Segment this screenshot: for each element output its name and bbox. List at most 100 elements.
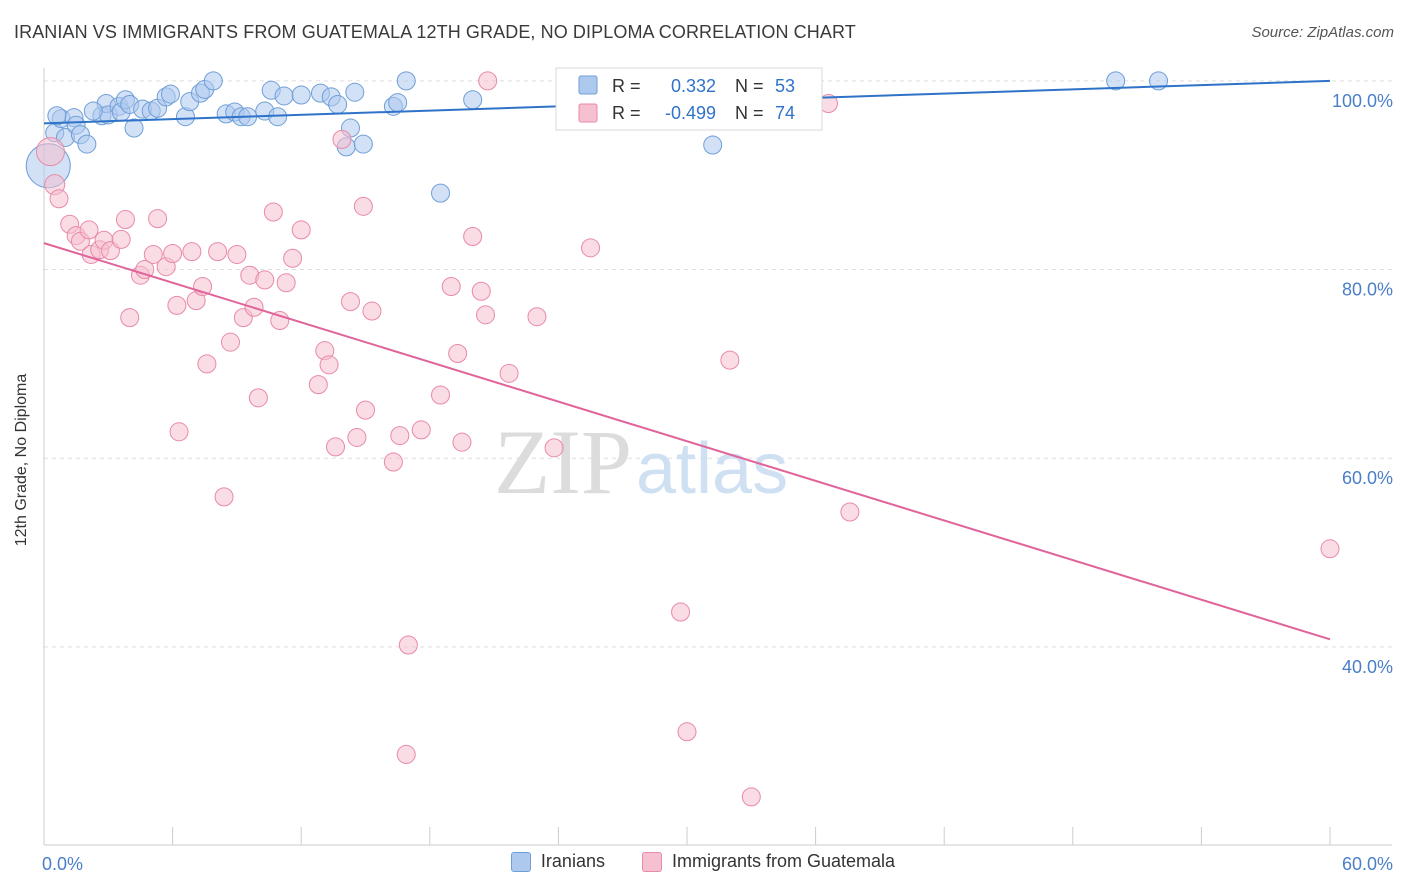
legend-frame — [555, 67, 823, 131]
iranians-point — [703, 135, 723, 155]
y-tick-label: 80.0% — [1342, 280, 1393, 300]
guatemala-point — [283, 248, 303, 268]
watermark-zip: ZIP — [494, 411, 632, 513]
legend-n-label-1: N = — [735, 76, 764, 96]
guatemala-point — [227, 244, 247, 264]
legend-r-value-2: -0.499 — [665, 103, 716, 123]
guatemala-point — [143, 244, 163, 264]
iranians-point — [353, 134, 373, 154]
iranians-point — [1149, 71, 1169, 91]
axes-layer: 100.0% 80.0% 60.0% 40.0% 0.0% 60.0% — [42, 68, 1393, 874]
guatemala-point — [263, 202, 283, 222]
legend-n-value-1: 53 — [775, 76, 795, 96]
legend-item-iranians: Iranians — [510, 851, 605, 872]
guatemala-point — [270, 310, 290, 330]
chart-title: IRANIAN VS IMMIGRANTS FROM GUATEMALA 12T… — [14, 22, 856, 42]
guatemala-point — [115, 210, 135, 230]
guatemala-point — [248, 388, 268, 408]
guatemala-point — [396, 744, 416, 764]
guatemala-point — [527, 307, 547, 327]
iranians-point — [160, 84, 180, 104]
iranians-point — [463, 90, 483, 110]
legend-n-value-2: 74 — [775, 103, 795, 123]
legend-label-guatemala: Immigrants from Guatemala — [671, 851, 896, 871]
correlation-legend: R = 0.332 N = 53 R = -0.499 N = 74 — [555, 67, 823, 131]
guatemala-point — [319, 355, 339, 375]
iranians-point — [291, 85, 311, 105]
guatemala-point — [544, 438, 564, 458]
legend-swatch-guatemala — [641, 851, 662, 872]
guatemala-point — [362, 301, 382, 321]
guatemala-point — [353, 196, 373, 216]
iranians-point — [47, 106, 67, 126]
iranians-point — [1106, 71, 1126, 91]
legend-label-iranians: Iranians — [540, 851, 605, 871]
watermark: ZIP atlas — [494, 411, 788, 513]
guatemala-point — [581, 238, 601, 258]
guatemala-point — [35, 137, 65, 167]
guatemala-point — [163, 244, 183, 264]
guatemala-point — [356, 400, 375, 420]
legend-r-value-1: 0.332 — [671, 76, 716, 96]
x-tick-label: 60.0% — [1342, 854, 1393, 874]
guatemala-point — [476, 305, 496, 325]
bottom-legend: Iranians Immigrants from Guatemala — [0, 851, 1406, 877]
guatemala-point — [383, 452, 403, 472]
iranians-point — [83, 101, 103, 121]
guatemala-point — [208, 242, 228, 262]
guatemala-point — [111, 229, 131, 249]
guatemala-point — [169, 422, 189, 442]
guatemala-point — [441, 277, 461, 297]
iranians-point — [396, 71, 416, 91]
guatemala-point — [390, 426, 410, 446]
guatemala-trend-line — [43, 242, 1331, 641]
guatemala-point — [398, 635, 418, 655]
guatemala-point — [471, 281, 491, 301]
guatemala-point — [720, 350, 740, 370]
guatemala-point — [182, 242, 202, 262]
iranians-point — [77, 134, 97, 154]
legend-swatch-iranians — [510, 851, 531, 872]
legend-item-guatemala: Immigrants from Guatemala — [641, 851, 896, 872]
iranians-point — [388, 93, 408, 113]
guatemala-point — [671, 602, 691, 622]
legend-n-label-2: N = — [735, 103, 764, 123]
guatemala-point — [347, 427, 367, 447]
guatemala-point — [741, 787, 761, 807]
guatemala-point — [463, 227, 483, 247]
guatemala-point — [276, 273, 296, 293]
y-tick-label: 100.0% — [1332, 91, 1393, 111]
guatemala-point — [840, 502, 860, 522]
guatemala-point — [79, 220, 99, 240]
iranians-point — [345, 82, 365, 102]
guatemala-point — [340, 292, 360, 312]
grid-layer — [44, 80, 1392, 648]
guatemala-point — [411, 420, 431, 440]
guatemala-point — [478, 71, 498, 91]
guatemala-point — [49, 189, 69, 209]
guatemala-point — [308, 375, 328, 395]
iranians-point — [124, 118, 144, 138]
iranians-point — [328, 94, 348, 114]
iranians-point — [274, 86, 294, 106]
iranians-point — [431, 183, 451, 203]
legend-swatch-blue — [578, 75, 598, 95]
guatemala-point — [677, 722, 697, 742]
guatemala-point — [120, 308, 140, 328]
x-tick-label: 0.0% — [42, 854, 83, 874]
watermark-atlas: atlas — [636, 429, 788, 509]
trend-layer — [43, 79, 1331, 641]
legend-swatch-pink — [578, 103, 598, 123]
guatemala-point — [220, 332, 240, 352]
legend-r-label-1: R = — [612, 76, 641, 96]
guatemala-point — [291, 220, 311, 240]
source-label: Source: ZipAtlas.com — [1251, 24, 1394, 41]
guatemala-point — [1320, 539, 1340, 559]
guatemala-point — [332, 129, 352, 149]
guatemala-point — [214, 487, 234, 507]
guatemala-point — [448, 344, 468, 364]
guatemala-point — [148, 209, 168, 229]
legend-r-label-2: R = — [612, 103, 641, 123]
guatemala-point — [452, 432, 472, 452]
